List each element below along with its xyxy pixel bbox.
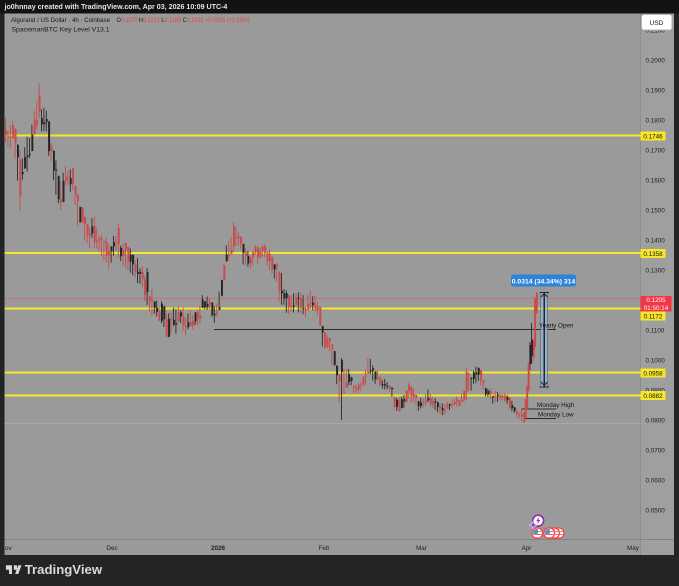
svg-text:Dec: Dec [106,545,117,552]
svg-text:0.1300: 0.1300 [646,267,666,274]
svg-text:May: May [627,545,640,552]
svg-text:0.0900: 0.0900 [646,387,666,394]
svg-text:USD: USD [650,20,664,27]
svg-text:0.1100: 0.1100 [646,327,665,334]
svg-text:0.0314 (34.34%) 314: 0.0314 (34.34%) 314 [512,278,576,285]
svg-text:0.2000: 0.2000 [646,57,666,64]
svg-text:0.1000: 0.1000 [646,357,666,364]
svg-text:0.1800: 0.1800 [646,117,666,124]
svg-text:Feb: Feb [319,545,330,552]
svg-text:SpacemanBTC Key Level V13.1: SpacemanBTC Key Level V13.1 [12,27,110,34]
svg-text:TradingView: TradingView [25,562,103,577]
svg-text:0.0600: 0.0600 [646,477,666,484]
svg-text:0.1400: 0.1400 [646,237,666,244]
svg-text:0.1746: 0.1746 [643,133,663,140]
svg-text:Yearly Open: Yearly Open [539,323,574,330]
svg-text:0.1500: 0.1500 [646,207,666,214]
svg-text:ov: ov [5,545,13,552]
svg-text:0.2100: 0.2100 [646,27,666,34]
svg-text:0.0800: 0.0800 [646,417,666,424]
svg-text:0.0500: 0.0500 [646,507,666,514]
svg-text:O0.1170 H0.1213 L0.1169 C0.120: O0.1170 H0.1213 L0.1169 C0.1205 +0.0035 … [117,17,250,24]
svg-text:Monday High: Monday High [537,402,575,409]
svg-text:Apr: Apr [522,545,532,552]
svg-text:0.1205: 0.1205 [646,297,666,304]
svg-text:jo0hnnay created with TradingV: jo0hnnay created with TradingView.com, A… [4,3,228,11]
svg-text:0.0882: 0.0882 [643,393,663,400]
svg-text:0.1700: 0.1700 [646,147,666,154]
svg-text:2026: 2026 [211,545,226,552]
svg-text:0.1900: 0.1900 [646,87,666,94]
svg-text:0.0958: 0.0958 [643,370,663,377]
svg-text:Mar: Mar [416,545,427,552]
svg-text:0.1358: 0.1358 [643,251,663,258]
svg-text:0.0700: 0.0700 [646,447,666,454]
svg-text:0.1172: 0.1172 [644,313,663,320]
svg-text:Algorand / US Dollar · 4h · Co: Algorand / US Dollar · 4h · Coinbase [11,17,110,24]
svg-text:01:50:14: 01:50:14 [644,305,669,312]
svg-text:0.1600: 0.1600 [646,177,666,184]
svg-text:Monday Low: Monday Low [538,412,574,419]
